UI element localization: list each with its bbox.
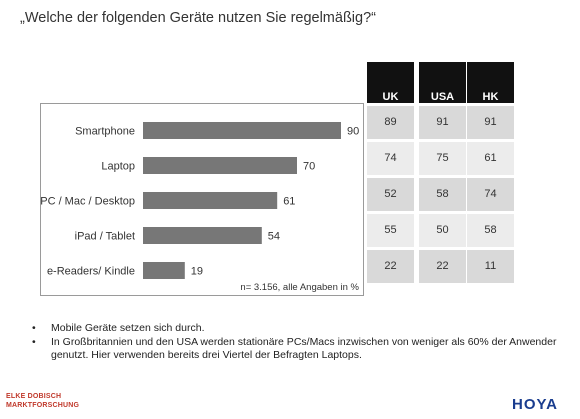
value-label-0: 90 — [347, 126, 359, 138]
bar-0 — [143, 122, 341, 139]
category-label-4: e-Readers/ Kindle — [47, 266, 135, 278]
table-cell: 11 — [467, 250, 514, 283]
logo-line-2: MARKTFORSCHUNG — [6, 402, 80, 409]
bar-2 — [143, 192, 278, 209]
table-cell: 75 — [419, 142, 466, 175]
table-cell: 91 — [467, 106, 514, 139]
bullet-dot-icon: • — [32, 336, 36, 348]
table-cell: 55 — [367, 214, 414, 247]
hoya-logo: HOYA — [512, 396, 558, 413]
bullet-item: • Mobile Geräte setzen sich durch. — [32, 322, 557, 335]
value-label-1: 70 — [303, 161, 315, 173]
sample-size-note: n= 3.156, alle Angaben in % — [240, 282, 359, 293]
table-cell: 58 — [467, 214, 514, 247]
table-cell: 58 — [419, 178, 466, 211]
bar-3 — [143, 227, 262, 244]
category-label-0: Smartphone — [75, 126, 135, 138]
table-header-hk: HK — [467, 62, 514, 103]
table-cell: 74 — [467, 178, 514, 211]
table-header-uk: UK — [367, 62, 414, 103]
bar-chart-svg: Smartphone 90 Laptop 70 PC / Mac / Desktop 61… — [41, 122, 360, 293]
category-label-2: PC / Mac / Desktop — [41, 196, 135, 208]
bullet-item: • In Großbritannien und den USA werden st… — [32, 336, 557, 362]
table-cell: 74 — [367, 142, 414, 175]
table-cell: 22 — [367, 250, 414, 283]
bullet-list: • Mobile Geräte setzen sich durch. • In Gro… — [32, 322, 557, 363]
value-label-4: 19 — [191, 266, 203, 278]
table-cell: 91 — [419, 106, 466, 139]
bar-1 — [143, 157, 297, 174]
table-cell: 61 — [467, 142, 514, 175]
category-label-3: iPad / Tablet — [75, 231, 135, 243]
table-cell: 50 — [419, 214, 466, 247]
logo-line-1: ELKE DOBISCH — [6, 393, 62, 400]
bar-chart: Smartphone 90 Laptop 70 PC / Mac / Desktop 61… — [40, 103, 364, 296]
table-cell: 89 — [367, 106, 414, 139]
bullet-text: In Großbritannien und den USA werden sta… — [51, 336, 557, 361]
bullet-dot-icon: • — [32, 322, 36, 334]
value-label-3: 54 — [268, 231, 280, 243]
slide-title: „Welche der folgenden Geräte nutzen Sie … — [20, 10, 376, 26]
category-label-1: Laptop — [101, 161, 135, 173]
table-header-usa: USA — [419, 62, 466, 103]
table-cell: 52 — [367, 178, 414, 211]
value-label-2: 61 — [283, 196, 295, 208]
table-cell: 22 — [419, 250, 466, 283]
bar-4 — [143, 262, 185, 279]
bullet-text: Mobile Geräte setzen sich durch. — [51, 322, 205, 334]
